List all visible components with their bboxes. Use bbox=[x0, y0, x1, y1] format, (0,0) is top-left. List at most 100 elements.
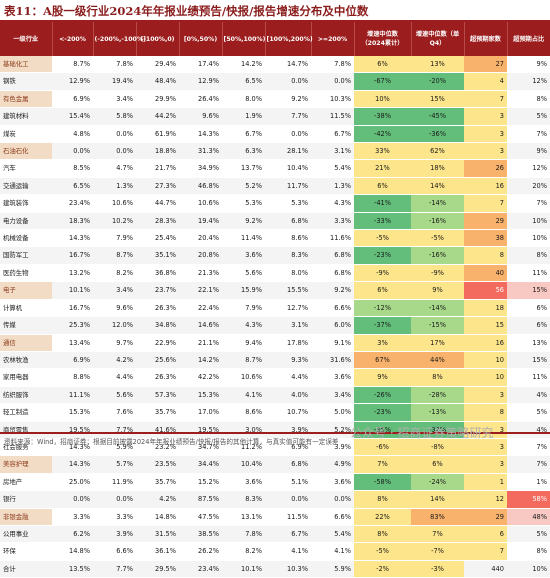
beat-ratio-cell: 4% bbox=[507, 421, 550, 439]
bucket-share-cell: 35.1% bbox=[136, 246, 179, 265]
table-row: 建筑材料 15.4% 5.8% 44.2% 9.6% 1.9% 7.7% 11.5% -38% -… bbox=[0, 107, 550, 126]
bucket-share-cell: 4.1% bbox=[222, 386, 265, 405]
industry-name: 商贸零售 bbox=[0, 421, 52, 439]
median-q4-cell: -28% bbox=[411, 386, 464, 405]
table-row: 传媒 25.3% 12.0% 34.8% 14.6% 4.3% 3.1% 6.0% -37% -1… bbox=[0, 316, 550, 335]
beat-ratio-cell: 7% bbox=[507, 125, 550, 144]
industry-name: 美容护理 bbox=[0, 455, 52, 474]
bucket-share-cell: 15.5% bbox=[265, 281, 311, 300]
beat-count-cell: 7 bbox=[464, 194, 507, 213]
bucket-share-cell: 21.7% bbox=[136, 159, 179, 178]
bucket-share-cell: 0.0% bbox=[311, 72, 354, 91]
bucket-share-cell: 34.4% bbox=[179, 455, 222, 474]
bucket-share-cell: 6.6% bbox=[311, 508, 354, 526]
bucket-share-cell: 13.4% bbox=[52, 334, 93, 352]
industry-name: 轻工制造 bbox=[0, 403, 52, 422]
beat-ratio-cell: 20% bbox=[507, 177, 550, 196]
beat-count-cell: 10 bbox=[464, 351, 507, 370]
bucket-share-cell: 14.6% bbox=[179, 316, 222, 335]
header-bucket-0-50: [0%,50%) bbox=[178, 22, 222, 56]
bucket-share-cell: 11.5% bbox=[311, 107, 354, 126]
table-row: 电子 10.1% 3.4% 23.7% 22.1% 15.9% 15.5% 9.2% 6% 9% 5… bbox=[0, 281, 550, 300]
table-row: 通信 13.4% 9.7% 22.9% 21.1% 9.4% 17.8% 9.1% 3% 17% 1… bbox=[0, 334, 550, 352]
bucket-share-cell: 6.8% bbox=[265, 212, 311, 231]
beat-ratio-cell: 5% bbox=[507, 525, 550, 544]
beat-ratio-cell: 7% bbox=[507, 455, 550, 474]
industry-name: 非银金融 bbox=[0, 508, 52, 526]
bucket-share-cell: 4.9% bbox=[311, 455, 354, 474]
beat-count-cell: 3 bbox=[464, 142, 507, 161]
table-row: 煤炭 4.8% 0.0% 61.9% 14.3% 6.7% 0.0% 6.7% -42% -36%… bbox=[0, 125, 550, 144]
bucket-share-cell: 19.5% bbox=[52, 421, 93, 439]
bucket-share-cell: 14.8% bbox=[52, 542, 93, 561]
bucket-share-cell: 7.6% bbox=[93, 403, 136, 422]
bucket-share-cell: 25.3% bbox=[52, 316, 93, 335]
bucket-share-cell: 34.9% bbox=[179, 159, 222, 178]
bucket-share-cell: 5.0% bbox=[311, 403, 354, 422]
bucket-share-cell: 4.0% bbox=[265, 386, 311, 405]
beat-count-cell: 3 bbox=[464, 455, 507, 474]
table-row: 家用电器 8.8% 4.4% 26.3% 42.2% 10.6% 4.4% 3.6% 9% 8% 1… bbox=[0, 368, 550, 387]
source-note: 资料来源：Wind，招商证券；根据目前披露2024年年报业绩预告/快报/报告的其… bbox=[4, 438, 339, 446]
bucket-share-cell: 6.9% bbox=[52, 90, 93, 109]
bucket-share-cell: 23.7% bbox=[136, 281, 179, 300]
median-q4-cell: -7% bbox=[411, 542, 464, 561]
bucket-share-cell: 3.3% bbox=[93, 508, 136, 526]
beat-count-cell: 16 bbox=[464, 177, 507, 196]
bucket-share-cell: 6.8% bbox=[311, 264, 354, 283]
bucket-share-cell: 6.9% bbox=[52, 351, 93, 370]
median-q4-cell: -16% bbox=[411, 212, 464, 231]
table-row: 合计 13.5% 7.7% 29.5% 23.4% 10.1% 10.3% 5.9% -2% -3… bbox=[0, 560, 550, 578]
table-title: 表11：A股一级行业2024年年报业绩预告/快报/报告增速分布及中位数 bbox=[4, 4, 369, 18]
bucket-share-cell: 22.4% bbox=[179, 299, 222, 318]
bucket-share-cell: 6.2% bbox=[52, 525, 93, 544]
industry-name: 建筑材料 bbox=[0, 107, 52, 126]
bucket-share-cell: 12.7% bbox=[265, 299, 311, 318]
bucket-share-cell: 0.0% bbox=[265, 490, 311, 509]
beat-ratio-cell: 4% bbox=[507, 386, 550, 405]
bucket-share-cell: 7.7% bbox=[265, 107, 311, 126]
bucket-share-cell: 0.0% bbox=[311, 490, 354, 509]
industry-name: 国防军工 bbox=[0, 246, 52, 265]
median-q4-cell: 18% bbox=[411, 159, 464, 178]
bucket-share-cell: 6.5% bbox=[222, 72, 265, 91]
median-q4-cell: 83% bbox=[411, 508, 464, 526]
bucket-share-cell: 10.1% bbox=[222, 560, 265, 578]
bucket-share-cell: 34.8% bbox=[136, 316, 179, 335]
bucket-share-cell: 19.4% bbox=[179, 212, 222, 231]
bucket-share-cell: 7.8% bbox=[311, 56, 354, 74]
table-row: 钢铁 12.9% 19.4% 48.4% 12.9% 6.5% 0.0% 0.0% -67% -2… bbox=[0, 72, 550, 91]
beat-count-cell: 1 bbox=[464, 473, 507, 492]
bucket-share-cell: 11.6% bbox=[311, 229, 354, 248]
median-q4-cell: -36% bbox=[411, 125, 464, 144]
industry-name: 公用事业 bbox=[0, 525, 52, 544]
bucket-share-cell: 41.6% bbox=[136, 421, 179, 439]
median-2024-cell: -5% bbox=[354, 542, 411, 561]
bucket-share-cell: 36.8% bbox=[136, 264, 179, 283]
median-q4-cell: 6% bbox=[411, 455, 464, 474]
bucket-share-cell: 5.9% bbox=[311, 560, 354, 578]
beat-count-cell: 3 bbox=[464, 386, 507, 405]
beat-count-cell: 38 bbox=[464, 229, 507, 248]
table-row: 纺织服饰 11.1% 5.6% 57.3% 15.3% 4.1% 4.0% 3.4% -26% -… bbox=[0, 386, 550, 405]
bucket-share-cell: 18.3% bbox=[52, 212, 93, 231]
industry-name: 汽车 bbox=[0, 159, 52, 178]
median-q4-cell: -9% bbox=[411, 264, 464, 283]
bucket-share-cell: 6.7% bbox=[311, 125, 354, 144]
bucket-share-cell: 11.7% bbox=[265, 177, 311, 196]
beat-ratio-cell: 5% bbox=[507, 403, 550, 422]
bucket-share-cell: 7.9% bbox=[222, 299, 265, 318]
bucket-share-cell: 14.2% bbox=[222, 56, 265, 74]
bucket-share-cell: 46.8% bbox=[179, 177, 222, 196]
bucket-share-cell: 9.2% bbox=[222, 212, 265, 231]
table-row: 公用事业 6.2% 3.9% 31.5% 38.5% 7.8% 6.7% 5.4% 8% 7% 6 5… bbox=[0, 525, 550, 544]
table-body: 基础化工 8.7% 7.8% 29.4% 17.4% 14.2% 14.7% 7.8% 6% 13… bbox=[0, 56, 550, 578]
bucket-share-cell: 3.6% bbox=[222, 473, 265, 492]
header-bucket-50-100: [50%,100%) bbox=[221, 22, 265, 56]
beat-count-cell: 26 bbox=[464, 159, 507, 178]
median-q4-cell: 7% bbox=[411, 525, 464, 544]
median-2024-cell: 7% bbox=[354, 455, 411, 474]
bucket-share-cell: 7.7% bbox=[93, 560, 136, 578]
beat-count-cell: 3 bbox=[464, 421, 507, 439]
industry-name: 电子 bbox=[0, 281, 52, 300]
